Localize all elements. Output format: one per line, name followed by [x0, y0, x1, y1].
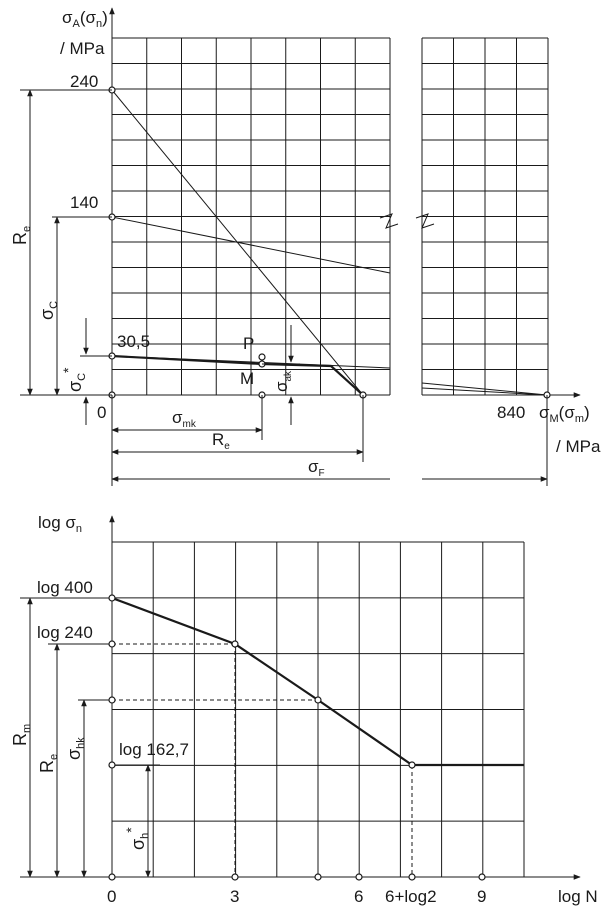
label-sigma-mk: σmk — [172, 408, 197, 430]
label-re-bottom: Re — [212, 430, 230, 452]
label-log162: log 162,7 — [119, 740, 189, 759]
label-re-left: Re — [10, 226, 33, 245]
top-y-axis-label: σA(σn) — [62, 8, 108, 30]
point-curve-knee — [408, 761, 416, 769]
bottom-y-axis-label: log σn — [38, 513, 82, 535]
line-from-140 — [111, 216, 391, 274]
x-tick-9: 9 — [477, 887, 486, 906]
x-tick-3: 3 — [230, 887, 239, 906]
bottom-diagram: log σn log 400 log 240 log 162,7 Rm Re σ… — [10, 513, 598, 906]
x-tick-6: 6 — [354, 887, 363, 906]
point-x-0 — [108, 873, 116, 881]
line-from-140-continued — [421, 382, 548, 396]
point-x-3 — [231, 873, 239, 881]
label-840: 840 — [497, 403, 525, 422]
top-x-axis-label: σM(σm) — [539, 403, 590, 425]
top-origin-label: 0 — [97, 403, 106, 422]
label-240: 240 — [70, 72, 98, 91]
label-sigma-c: σC — [37, 301, 60, 320]
label-re: Re — [37, 754, 60, 773]
point-log162 — [108, 761, 116, 769]
label-sigma-c-star: σC* — [60, 367, 88, 392]
top-right-grid — [421, 37, 549, 396]
label-140: 140 — [70, 193, 98, 212]
bottom-x-axis-label: log N — [558, 887, 598, 906]
axis-break-mark-right — [415, 213, 435, 229]
label-sigma-h-star: σh* — [123, 827, 151, 850]
point-p — [258, 353, 266, 361]
point-x-6log2 — [408, 873, 416, 881]
top-x-axis-unit: / MPa — [556, 437, 601, 456]
x-tick-0: 0 — [107, 887, 116, 906]
point-curve-5 — [314, 696, 322, 704]
point-log240 — [108, 640, 116, 648]
label-log400: log 400 — [37, 578, 93, 597]
point-x-6 — [355, 873, 363, 881]
x-tick-6log2: 6+log2 — [385, 887, 437, 906]
line-from-30-5-continued — [421, 387, 548, 396]
point-x-5 — [314, 873, 322, 881]
label-m: M — [240, 369, 254, 388]
label-p: P — [243, 334, 254, 353]
label-rm: Rm — [10, 724, 33, 746]
label-sigma-ak: σak — [272, 370, 294, 392]
label-log240: log 240 — [37, 623, 93, 642]
top-left-grid — [111, 37, 391, 396]
label-sigma-f: σF — [308, 457, 325, 479]
limit-line-thick — [111, 354, 364, 396]
point-curve-3 — [231, 640, 239, 648]
label-30-5: 30,5 — [117, 332, 150, 351]
point-knee-y — [108, 696, 116, 704]
point-x-9 — [478, 873, 486, 881]
point-log400 — [108, 594, 116, 602]
top-y-axis-unit: / MPa — [60, 39, 105, 58]
top-diagram: σA(σn) / MPa 240 140 30,5 0 P M 840 σM(σ… — [10, 7, 601, 486]
axis-break-mark-left — [379, 213, 399, 229]
label-sigma-hk: σhk — [64, 737, 87, 760]
